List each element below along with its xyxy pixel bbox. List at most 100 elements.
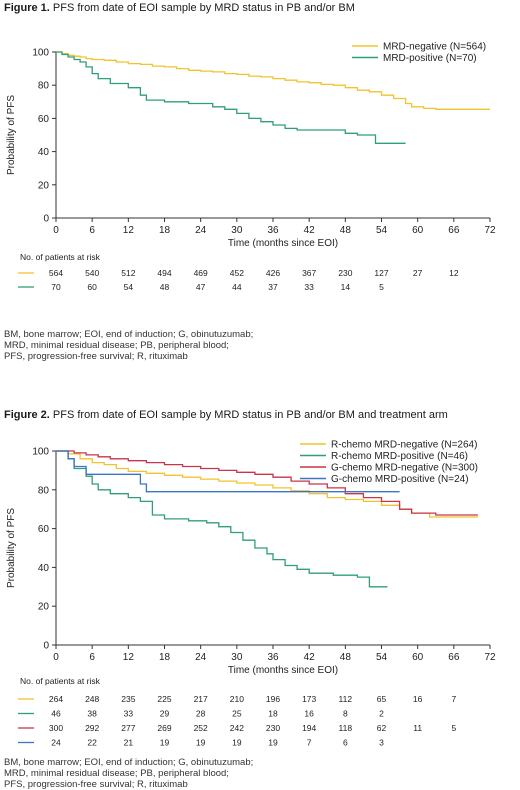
risk-count: 5 [379, 282, 384, 292]
risk-count: 252 [194, 723, 208, 733]
y-tick-label: 40 [38, 563, 50, 574]
figure1-title: Figure 1. PFS from date of EOI sample by… [4, 2, 355, 14]
risk-count: 33 [124, 709, 134, 719]
risk-table-title: No. of patients at risk [20, 252, 101, 262]
risk-count: 196 [266, 694, 280, 704]
risk-count: 127 [374, 268, 388, 278]
x-axis-label: Time (months since EOI) [228, 238, 338, 249]
x-tick-label: 72 [484, 225, 496, 236]
x-tick-label: 12 [123, 652, 135, 663]
risk-count: 452 [230, 268, 244, 278]
risk-count: 2 [379, 709, 384, 719]
risk-count: 27 [413, 268, 423, 278]
risk-count: 3 [379, 738, 384, 748]
x-tick-label: 54 [376, 652, 388, 663]
figure1-title-text: PFS from date of EOI sample by MRD statu… [49, 2, 355, 14]
risk-count: 18 [268, 709, 278, 719]
x-tick-label: 60 [412, 225, 424, 236]
risk-count: 44 [232, 282, 242, 292]
figure1-footnote: BM, bone marrow; EOI, end of induction; … [4, 329, 253, 362]
risk-count: 46 [51, 709, 61, 719]
legend-label: R-chemo MRD-negative (N=264) [331, 440, 477, 451]
x-tick-label: 18 [159, 225, 171, 236]
figure1-km-chart: 0 20 40 60 80 100 0 6 12 18 24 30 36 42 48 54 60 66 72 Time… [6, 42, 496, 293]
legend-label: G-chemo MRD-negative (N=300) [331, 463, 478, 474]
km-curve [56, 51, 490, 110]
x-tick-label: 60 [412, 652, 424, 663]
risk-count: 60 [87, 282, 97, 292]
risk-count: 230 [266, 723, 280, 733]
risk-count: 277 [121, 723, 135, 733]
risk-count: 37 [268, 282, 278, 292]
risk-count: 512 [121, 268, 135, 278]
x-tick-label: 36 [267, 652, 279, 663]
risk-count: 540 [85, 268, 99, 278]
risk-count: 8 [343, 709, 348, 719]
risk-count: 264 [49, 694, 63, 704]
km-curve [56, 51, 406, 144]
risk-count: 248 [85, 694, 99, 704]
x-tick-label: 6 [89, 652, 95, 663]
risk-count: 19 [160, 738, 170, 748]
figure1-footnote-line: MRD, minimal residual disease; PB, perip… [4, 340, 229, 351]
risk-count: 38 [87, 709, 97, 719]
figure2-footnote-line: BM, bone marrow; EOI, end of induction; … [4, 757, 254, 768]
risk-count: 22 [87, 738, 97, 748]
y-axis-label: Probability of PFS [6, 95, 17, 175]
x-tick-label: 24 [195, 652, 207, 663]
risk-count: 494 [157, 268, 171, 278]
figure1-footnote-line: BM, bone marrow; EOI, end of induction; … [4, 329, 254, 340]
risk-count: 230 [338, 268, 352, 278]
x-tick-label: 0 [53, 652, 59, 663]
y-tick-label: 80 [38, 81, 50, 92]
legend-label: G-chemo MRD-positive (N=24) [331, 474, 469, 485]
y-tick-label: 0 [43, 214, 49, 225]
risk-count: 19 [196, 738, 206, 748]
y-tick-label: 60 [38, 524, 50, 535]
km-curve [56, 450, 388, 588]
risk-count: 564 [49, 268, 63, 278]
x-tick-label: 30 [231, 225, 243, 236]
risk-count: 24 [51, 738, 61, 748]
x-tick-label: 36 [267, 225, 279, 236]
y-tick-label: 60 [38, 114, 50, 125]
risk-count: 367 [302, 268, 316, 278]
risk-count: 210 [230, 694, 244, 704]
risk-count: 194 [302, 723, 316, 733]
risk-count: 112 [339, 694, 353, 704]
risk-count: 19 [268, 738, 278, 748]
legend-label: R-chemo MRD-positive (N=46) [331, 451, 468, 462]
x-tick-label: 48 [340, 225, 352, 236]
y-axis-label: Probability of PFS [6, 508, 17, 588]
x-tick-label: 42 [304, 225, 316, 236]
y-tick-label: 0 [43, 641, 49, 652]
km-curve [56, 450, 478, 516]
risk-count: 6 [343, 738, 348, 748]
risk-count: 235 [121, 694, 135, 704]
risk-count: 16 [304, 709, 314, 719]
figure2-footnote-line: PFS, progression-free survival; R, ritux… [4, 779, 188, 790]
risk-count: 16 [413, 694, 423, 704]
y-tick-label: 20 [38, 180, 50, 191]
figure2-footnote-line: MRD, minimal residual disease; PB, perip… [4, 768, 229, 779]
legend-label: MRD-positive (N=70) [383, 53, 477, 64]
x-tick-label: 24 [195, 225, 207, 236]
risk-count: 292 [85, 723, 99, 733]
y-tick-label: 100 [32, 447, 49, 458]
risk-count: 14 [341, 282, 351, 292]
y-tick-label: 20 [38, 602, 50, 613]
y-tick-label: 40 [38, 147, 50, 158]
risk-count: 65 [377, 694, 387, 704]
x-tick-label: 54 [376, 225, 388, 236]
x-tick-label: 72 [484, 652, 496, 663]
risk-count: 469 [194, 268, 208, 278]
risk-count: 300 [49, 723, 63, 733]
figure2-title: Figure 2. PFS from date of EOI sample by… [4, 409, 448, 421]
x-tick-label: 42 [304, 652, 316, 663]
risk-count: 242 [230, 723, 244, 733]
risk-count: 7 [451, 694, 456, 704]
figure2-title-text: PFS from date of EOI sample by MRD statu… [49, 409, 448, 421]
risk-count: 62 [377, 723, 387, 733]
risk-count: 54 [124, 282, 134, 292]
